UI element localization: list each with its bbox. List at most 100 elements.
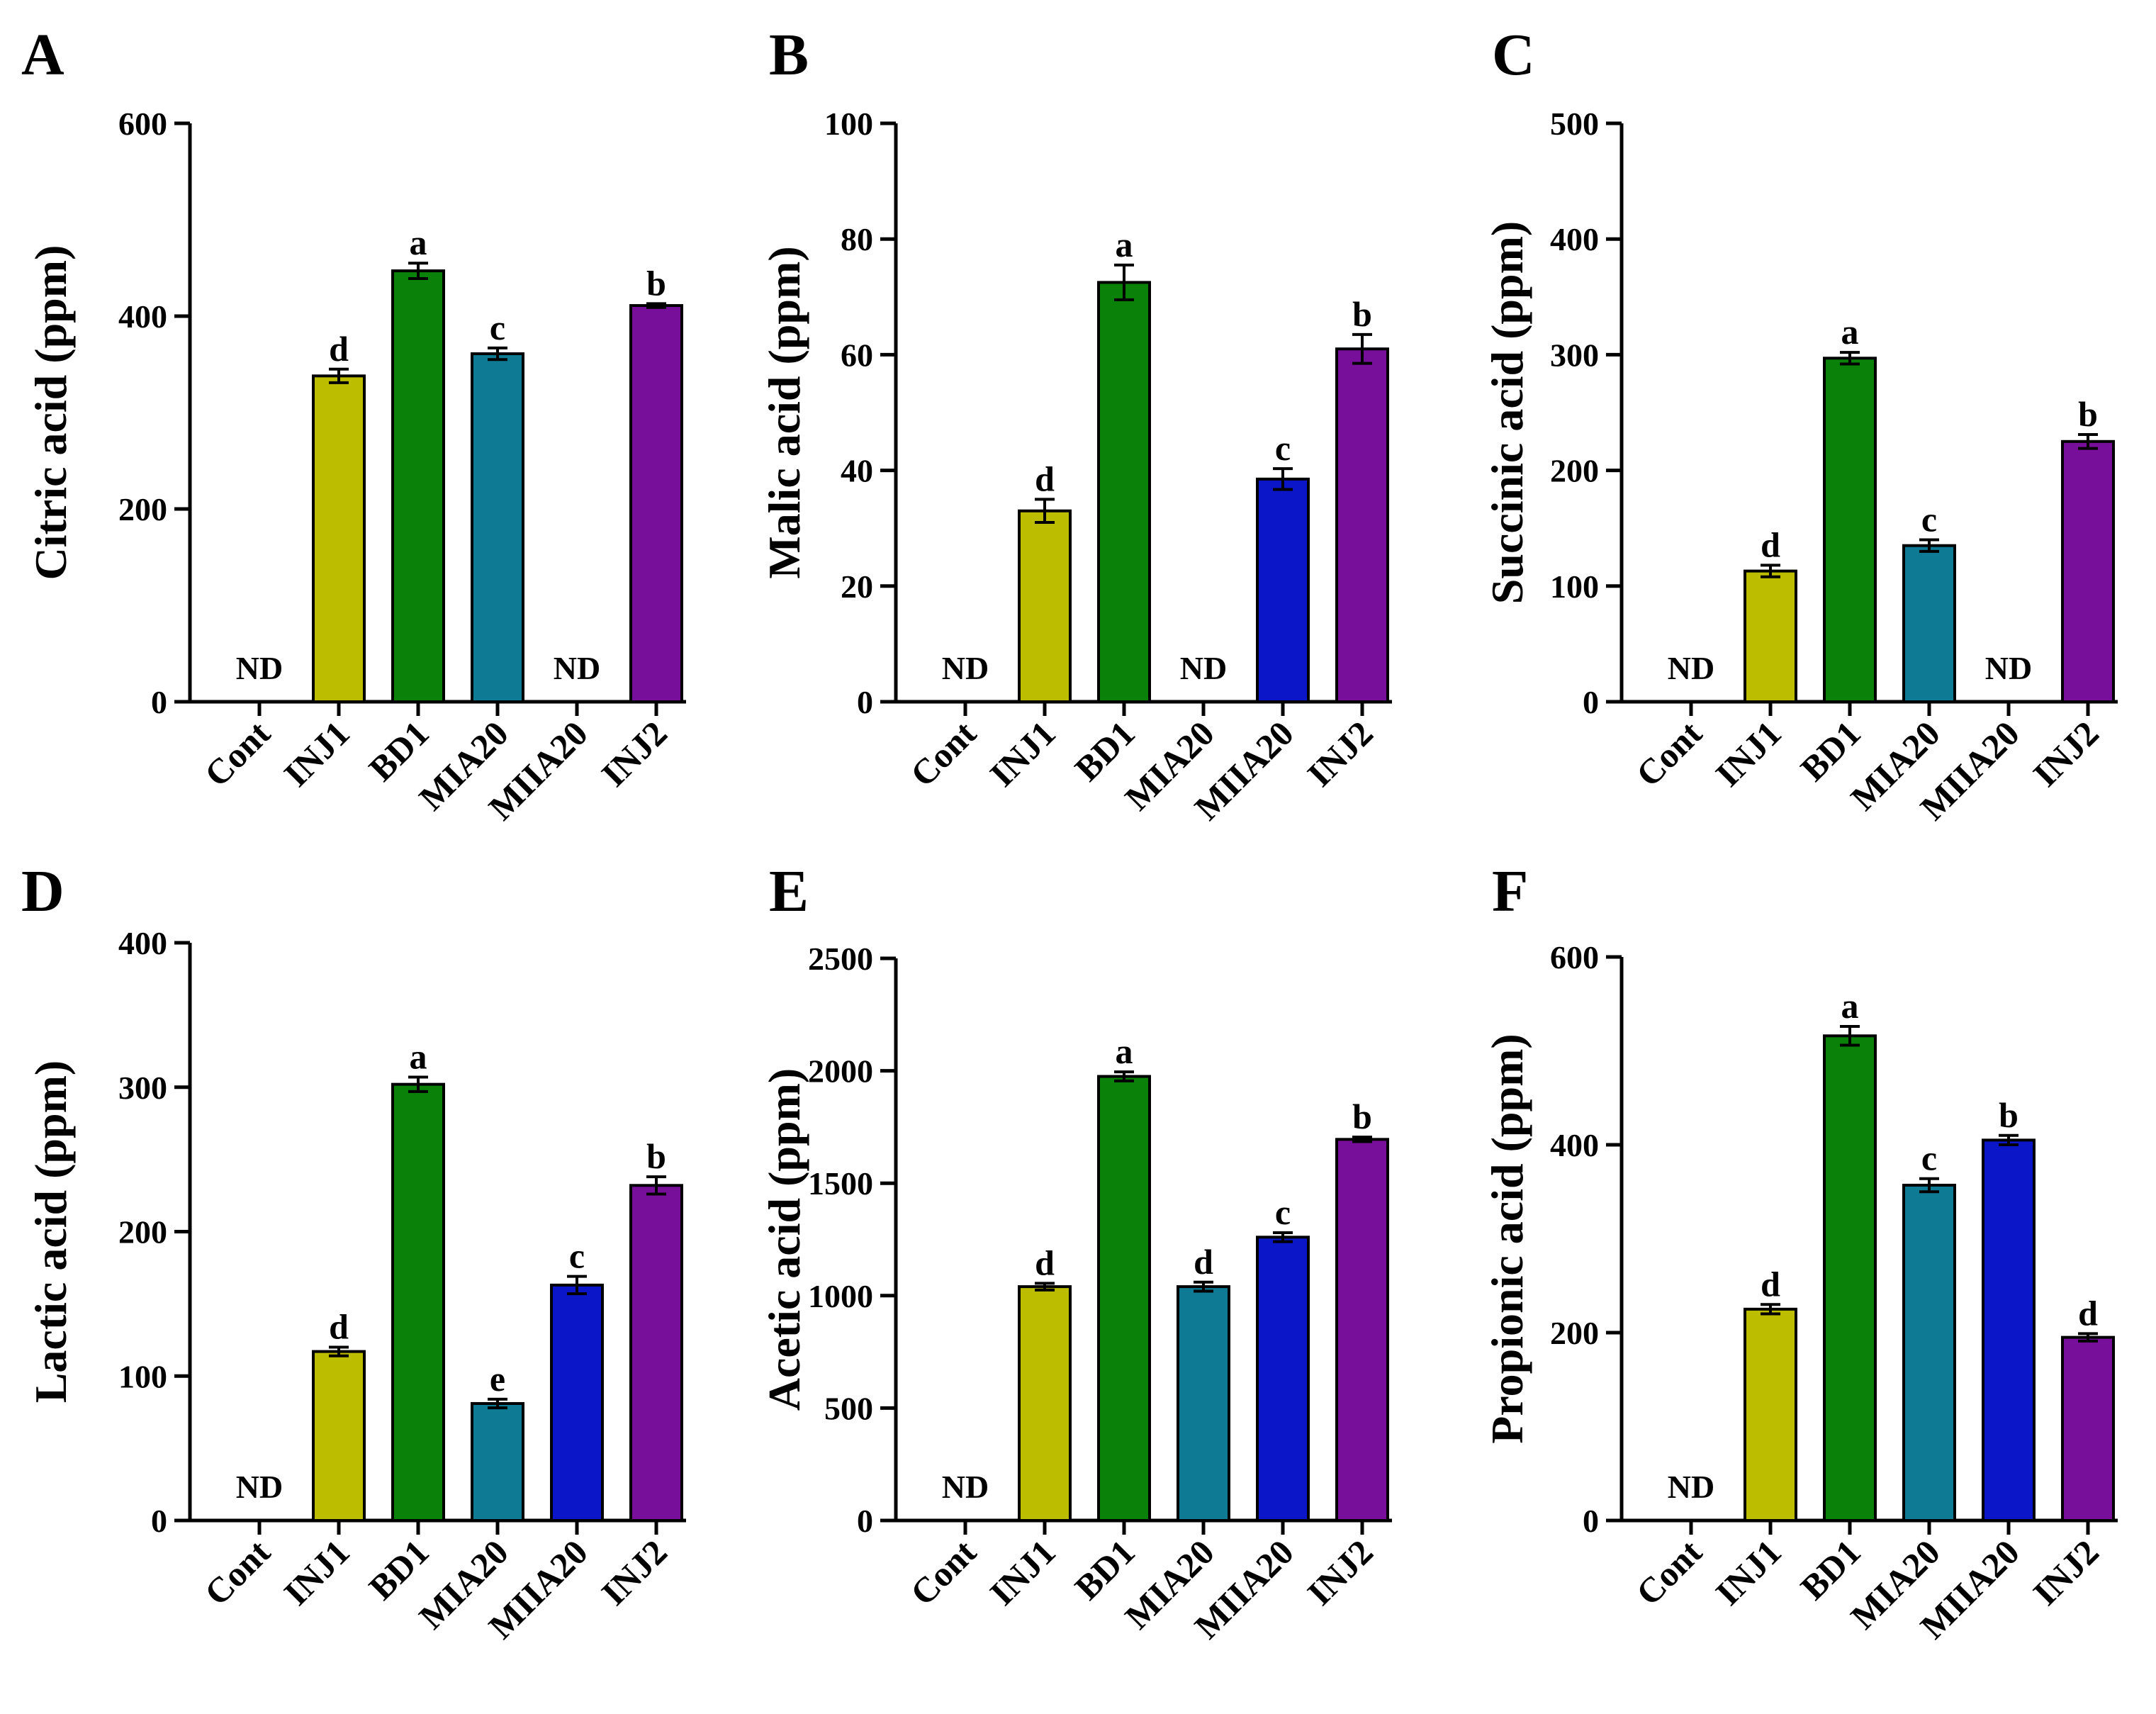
significance-letter-a: b [646, 263, 666, 303]
bar-d-mia20 [471, 1401, 524, 1523]
y-tick-label-b: 100 [824, 106, 873, 142]
category-label-d: Cont [197, 1532, 278, 1613]
significance-letter-f: b [1999, 1095, 2019, 1135]
bar-b-bd1 [1097, 281, 1151, 703]
y-tick-label-f: 0 [1583, 1503, 1599, 1539]
significance-letter-f: a [1841, 986, 1859, 1026]
category-label-c: INJ2 [2026, 713, 2106, 794]
nd-label-d: ND [236, 1469, 283, 1505]
bar-f-miia20 [1982, 1138, 2036, 1522]
y-axis-label-f: Propionic acid (ppm) [1482, 1034, 1532, 1443]
bar-f-inj1 [1744, 1307, 1797, 1522]
significance-letter-d: c [569, 1236, 585, 1276]
y-tick-label-e: 500 [824, 1390, 873, 1426]
panel-letter-b: B [769, 22, 809, 88]
nd-label-e: ND [942, 1469, 989, 1505]
nd-label-f: ND [1668, 1469, 1714, 1505]
bar-a-inj1 [312, 374, 366, 703]
y-tick-label-d: 100 [118, 1358, 167, 1394]
y-tick-label-c: 500 [1550, 106, 1599, 142]
significance-letter-e: c [1275, 1192, 1291, 1232]
significance-letter-d: d [329, 1307, 349, 1347]
significance-letter-b: a [1116, 225, 1133, 264]
bar-a-bd1 [391, 269, 445, 703]
significance-letter-a: a [410, 223, 427, 262]
significance-letter-d: b [646, 1136, 666, 1176]
category-label-f: INJ2 [2026, 1532, 2106, 1613]
bar-d-bd1 [391, 1082, 445, 1523]
y-tick-label-b: 80 [841, 221, 873, 257]
significance-letter-a: d [329, 329, 349, 369]
category-label-a: Cont [197, 713, 278, 794]
bar-c-bd1 [1823, 357, 1877, 703]
y-tick-label-b: 0 [857, 684, 873, 720]
y-tick-label-c: 200 [1550, 453, 1599, 489]
panel-letter-d: D [21, 858, 64, 924]
bar-e-inj2 [1335, 1138, 1389, 1522]
significance-letter-d: a [410, 1036, 427, 1076]
category-label-b: INJ1 [982, 713, 1063, 794]
category-label-b: Cont [903, 713, 984, 794]
y-tick-label-b: 40 [841, 453, 873, 489]
y-axis-label-c: Succinic acid (ppm) [1482, 221, 1532, 604]
significance-letter-b: c [1275, 428, 1291, 468]
significance-letter-e: d [1035, 1243, 1055, 1282]
significance-letter-b: d [1035, 459, 1055, 498]
category-label-e: Cont [903, 1532, 984, 1613]
y-tick-label-d: 200 [118, 1214, 167, 1250]
significance-letter-f: c [1921, 1138, 1937, 1178]
nd-label-c: ND [1985, 650, 2032, 686]
bar-a-inj2 [629, 304, 683, 704]
bar-f-bd1 [1823, 1034, 1877, 1523]
bar-b-miia20 [1256, 477, 1310, 704]
bar-d-inj2 [629, 1184, 683, 1523]
bar-a-mia20 [471, 352, 524, 703]
bar-c-inj2 [2061, 439, 2115, 703]
bar-e-bd1 [1097, 1075, 1151, 1522]
y-tick-label-a: 0 [151, 684, 167, 720]
category-label-a: INJ1 [276, 713, 357, 794]
bar-b-inj1 [1018, 509, 1072, 703]
y-tick-label-d: 400 [118, 925, 167, 961]
significance-letter-c: a [1841, 312, 1859, 352]
y-tick-label-b: 20 [841, 568, 873, 605]
y-tick-label-b: 60 [841, 337, 873, 373]
category-label-a: INJ2 [594, 713, 675, 794]
y-tick-label-f: 200 [1550, 1315, 1599, 1351]
y-tick-label-c: 100 [1550, 568, 1599, 605]
category-label-d: INJ2 [594, 1532, 675, 1613]
y-tick-label-f: 600 [1550, 939, 1599, 975]
significance-letter-c: d [1761, 525, 1780, 564]
category-label-c: INJ1 [1708, 713, 1789, 794]
significance-letter-d: e [490, 1359, 505, 1399]
category-label-c: Cont [1629, 713, 1709, 794]
y-axis-label-e: Acetic acid (ppm) [759, 1068, 809, 1411]
y-tick-label-d: 300 [118, 1070, 167, 1106]
significance-letter-a: c [490, 308, 505, 347]
panel-letter-e: E [769, 858, 809, 924]
category-label-e: INJ1 [982, 1532, 1063, 1613]
significance-letter-c: b [2078, 394, 2098, 434]
nd-label-c: ND [1668, 650, 1714, 686]
y-tick-label-a: 400 [118, 298, 167, 335]
y-tick-label-e: 0 [857, 1503, 873, 1539]
y-tick-label-e: 1000 [808, 1278, 873, 1314]
y-tick-label-a: 600 [118, 106, 167, 142]
significance-letter-e: d [1194, 1242, 1213, 1282]
nd-label-b: ND [1180, 650, 1227, 686]
significance-letter-e: a [1116, 1031, 1133, 1071]
bar-b-inj2 [1335, 347, 1389, 703]
bar-f-mia20 [1902, 1183, 1956, 1522]
y-tick-label-c: 400 [1550, 221, 1599, 257]
y-tick-label-e: 1500 [808, 1165, 873, 1202]
significance-letter-e: b [1352, 1097, 1372, 1136]
y-tick-label-c: 300 [1550, 337, 1599, 373]
bar-d-inj1 [312, 1350, 366, 1523]
bar-e-miia20 [1256, 1236, 1310, 1522]
significance-letter-b: b [1352, 294, 1372, 334]
panel-letter-c: C [1492, 22, 1535, 88]
nd-label-a: ND [554, 650, 600, 686]
category-label-d: INJ1 [276, 1532, 357, 1613]
